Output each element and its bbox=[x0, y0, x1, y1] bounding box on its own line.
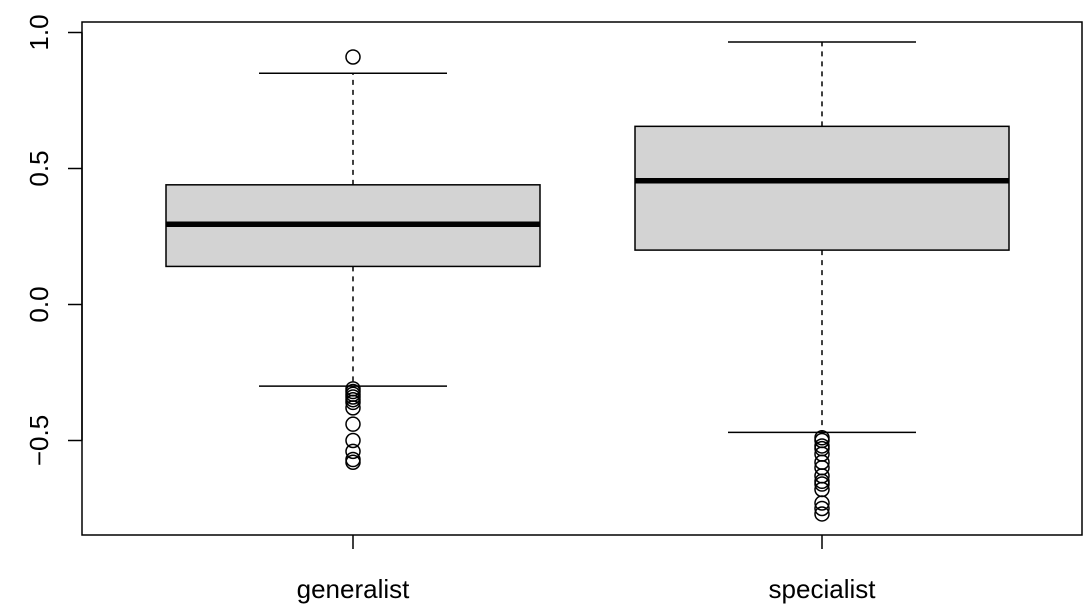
box-specialist bbox=[634, 41, 1010, 522]
outlier-point bbox=[345, 400, 361, 416]
outlier-point bbox=[345, 443, 361, 460]
outlier-point bbox=[345, 432, 361, 449]
outlier-point bbox=[345, 416, 361, 432]
outlier-point bbox=[814, 495, 830, 511]
y-tick-label: −0.5 bbox=[24, 415, 54, 466]
outlier-point bbox=[814, 506, 830, 522]
y-axis: −0.5 0.0 0.5 1.0 bbox=[24, 14, 83, 466]
iqr-box bbox=[634, 125, 1010, 251]
x-tick-label: generalist bbox=[297, 574, 411, 604]
plot-frame bbox=[81, 21, 1083, 536]
outlier-point bbox=[345, 454, 361, 471]
x-axis: generalist specialist bbox=[297, 535, 877, 604]
boxes-layer bbox=[165, 41, 1010, 522]
y-tick-label: 0.0 bbox=[24, 286, 54, 322]
y-tick-label: 0.5 bbox=[24, 150, 54, 186]
outlier-point bbox=[814, 500, 830, 517]
outlier-point bbox=[345, 49, 361, 65]
outlier-point bbox=[814, 476, 830, 492]
outlier-point bbox=[345, 394, 361, 411]
x-tick-label: specialist bbox=[769, 574, 877, 604]
y-tick-label: 1.0 bbox=[24, 14, 54, 50]
box-generalist bbox=[165, 49, 541, 471]
